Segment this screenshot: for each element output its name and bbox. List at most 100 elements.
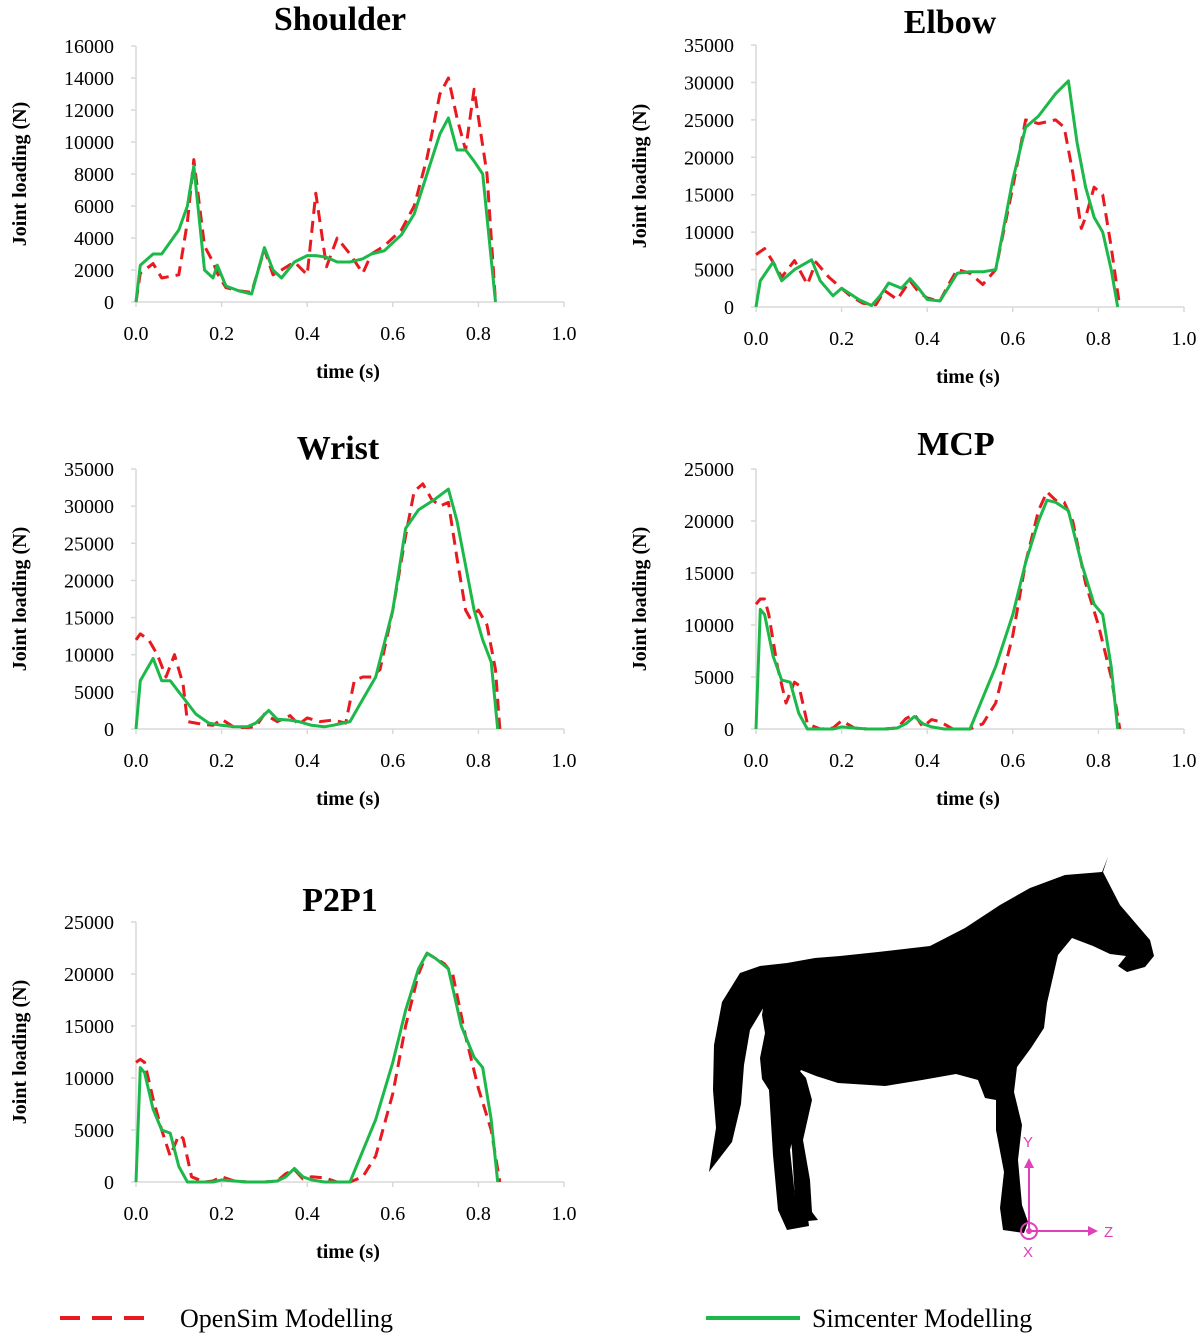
x-tick-label: 0.2 bbox=[209, 1203, 234, 1225]
y-axis-label: Joint loading (N) bbox=[629, 104, 651, 248]
y-tick-label: 10000 bbox=[684, 615, 734, 637]
y-tick-label: 5000 bbox=[694, 667, 734, 689]
series-line-simcenter bbox=[134, 951, 500, 1184]
x-tick-label: 0.8 bbox=[466, 750, 491, 772]
y-tick-label: 6000 bbox=[74, 196, 114, 218]
chart-title: P2P1 bbox=[302, 882, 378, 919]
y-tick-label: 20000 bbox=[64, 964, 114, 986]
y-tick-label: 35000 bbox=[64, 459, 114, 481]
series-line-simcenter bbox=[134, 116, 497, 303]
y-axis-label: Joint loading (N) bbox=[9, 527, 31, 671]
horse-tail bbox=[709, 963, 787, 1172]
x-tick-label: 0.8 bbox=[466, 1203, 491, 1225]
x-tick-label: 0.4 bbox=[295, 750, 320, 772]
x-axis-label: time (s) bbox=[316, 361, 380, 383]
chart-title: Shoulder bbox=[274, 1, 406, 38]
x-tick-label: 0.8 bbox=[1086, 328, 1111, 350]
x-axis-label: time (s) bbox=[936, 366, 1000, 388]
x-tick-label: 0.6 bbox=[380, 323, 405, 345]
y-tick-label: 25000 bbox=[64, 912, 114, 934]
z-arrowhead-icon bbox=[1088, 1226, 1098, 1236]
y-tick-label: 5000 bbox=[74, 1120, 114, 1142]
horse-near-hindleg bbox=[788, 1060, 818, 1222]
y-axis-label: Joint loading (N) bbox=[629, 527, 651, 671]
series-line-opensim bbox=[754, 490, 1122, 731]
y-tick-label: 25000 bbox=[684, 110, 734, 132]
x-tick-label: 1.0 bbox=[552, 323, 577, 345]
y-tick-label: 0 bbox=[104, 1172, 114, 1194]
y-tick-label: 10000 bbox=[64, 645, 114, 667]
series-line-opensim bbox=[134, 482, 502, 730]
x-tick-label: 0.6 bbox=[380, 1203, 405, 1225]
x-tick-label: 0.4 bbox=[295, 1203, 320, 1225]
x-tick-label: 1.0 bbox=[1172, 328, 1197, 350]
series-line-simcenter bbox=[754, 498, 1120, 731]
y-tick-label: 0 bbox=[104, 719, 114, 741]
x-tick-label: 0.0 bbox=[124, 750, 149, 772]
y-tick-label: 25000 bbox=[64, 533, 114, 555]
y-tick-label: 14000 bbox=[64, 68, 114, 90]
x-tick-label: 0.2 bbox=[829, 328, 854, 350]
series-line-simcenter bbox=[134, 487, 500, 730]
y-tick-label: 16000 bbox=[64, 36, 114, 58]
chart-title: MCP bbox=[917, 426, 994, 463]
y-tick-label: 10000 bbox=[64, 132, 114, 154]
coordinate-axes: Y Z X bbox=[1020, 1134, 1113, 1261]
x-tick-label: 0.0 bbox=[744, 328, 769, 350]
x-tick-label: 0.4 bbox=[915, 750, 940, 772]
y-tick-label: 5000 bbox=[694, 260, 734, 282]
chart-elbow: Elbow 0 5000 10000 15000 20000 25000 30000 35000… bbox=[629, 4, 1197, 388]
z-axis-letter: Z bbox=[1104, 1224, 1113, 1241]
x-axis-letter: X bbox=[1023, 1244, 1033, 1261]
y-axis-letter: Y bbox=[1023, 1134, 1033, 1151]
x-axis-out-icon bbox=[1020, 1222, 1038, 1240]
x-tick-label: 1.0 bbox=[552, 750, 577, 772]
chart-p2p1: P2P1 0 5000 10000 15000 20000 25000 0.0 0.2 0.4 0.… bbox=[9, 882, 577, 1263]
y-tick-label: 15000 bbox=[684, 563, 734, 585]
x-tick-label: 0.0 bbox=[124, 323, 149, 345]
y-tick-label: 15000 bbox=[684, 185, 734, 207]
series-line-simcenter bbox=[754, 79, 1120, 308]
y-tick-label: 30000 bbox=[684, 72, 734, 94]
horse-illustration: Y Z X bbox=[709, 857, 1154, 1261]
y-tick-label: 15000 bbox=[64, 608, 114, 630]
y-tick-label: 15000 bbox=[64, 1016, 114, 1038]
y-tick-label: 25000 bbox=[684, 459, 734, 481]
x-tick-label: 0.6 bbox=[1000, 328, 1025, 350]
x-tick-label: 1.0 bbox=[1172, 750, 1197, 772]
x-tick-label: 0.2 bbox=[209, 323, 234, 345]
chart-title: Elbow bbox=[904, 4, 997, 41]
y-tick-label: 20000 bbox=[64, 570, 114, 592]
y-tick-label: 12000 bbox=[64, 100, 114, 122]
y-tick-label: 35000 bbox=[684, 35, 734, 57]
y-tick-label: 4000 bbox=[74, 228, 114, 250]
chart-title: Wrist bbox=[297, 430, 380, 467]
legend-opensim-label: OpenSim Modelling bbox=[180, 1304, 393, 1333]
x-tick-label: 0.2 bbox=[829, 750, 854, 772]
x-tick-label: 0.0 bbox=[744, 750, 769, 772]
y-axis-label: Joint loading (N) bbox=[9, 980, 31, 1124]
x-tick-label: 0.6 bbox=[380, 750, 405, 772]
y-tick-label: 30000 bbox=[64, 496, 114, 518]
y-tick-label: 10000 bbox=[64, 1068, 114, 1090]
x-tick-label: 0.8 bbox=[466, 323, 491, 345]
x-tick-label: 0.0 bbox=[124, 1203, 149, 1225]
x-tick-label: 0.2 bbox=[209, 750, 234, 772]
x-tick-label: 1.0 bbox=[552, 1203, 577, 1225]
x-tick-label: 0.4 bbox=[295, 323, 320, 345]
charts-group: Shoulder 0 2000 4000 6000 8000 10000 12000 14000… bbox=[9, 1, 1197, 1263]
y-tick-label: 20000 bbox=[684, 147, 734, 169]
y-tick-label: 8000 bbox=[74, 164, 114, 186]
series-line-opensim bbox=[135, 951, 502, 1184]
y-tick-label: 2000 bbox=[74, 260, 114, 282]
chart-shoulder: Shoulder 0 2000 4000 6000 8000 10000 12000 14000… bbox=[9, 1, 577, 383]
y-tick-label: 5000 bbox=[74, 682, 114, 704]
x-tick-label: 0.8 bbox=[1086, 750, 1111, 772]
y-tick-label: 20000 bbox=[684, 511, 734, 533]
y-tick-label: 0 bbox=[724, 297, 734, 319]
y-tick-label: 10000 bbox=[684, 222, 734, 244]
legend-simcenter-label: Simcenter Modelling bbox=[812, 1304, 1032, 1333]
y-arrowhead-icon bbox=[1024, 1158, 1034, 1168]
y-tick-label: 0 bbox=[724, 719, 734, 741]
